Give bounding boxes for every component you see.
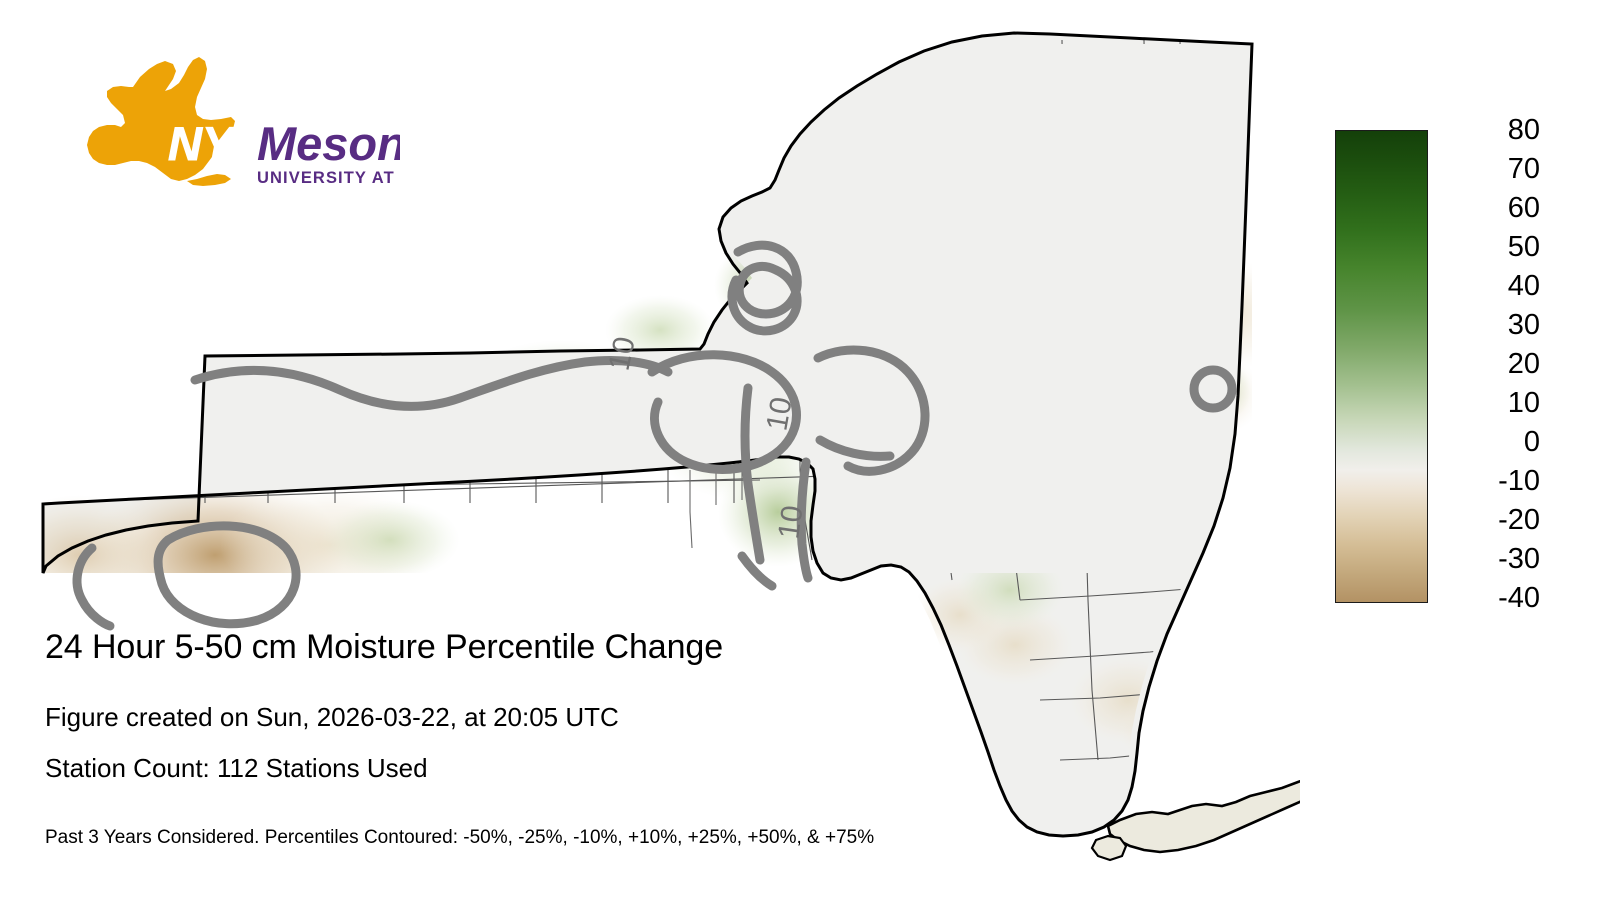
nys-mesonet-logo: NYS Mesonet UNIVERSITY AT ALBANY <box>45 55 400 190</box>
moisture-percentile-change-colorbar[interactable]: 80 70 60 50 40 30 20 10 0 -10 -20 -30 -4… <box>1335 116 1585 613</box>
colorbar-tick: 60 <box>1507 192 1540 224</box>
contour-line <box>737 551 777 591</box>
contour-label-10: 10 <box>760 395 798 434</box>
contour-line <box>727 240 802 336</box>
colorbar-tick-labels: 80 70 60 50 40 30 20 10 0 -10 -20 -30 -4… <box>1430 116 1575 613</box>
colorbar-tick: 80 <box>1507 114 1540 146</box>
long-island-shape <box>1106 779 1300 854</box>
colorbar-tick: -20 <box>1498 504 1540 536</box>
contour-line <box>740 383 765 565</box>
colorbar-tick: -10 <box>1498 465 1540 497</box>
contour-labels-layer: 10 10 10 <box>603 334 810 541</box>
colorbar-tick: 70 <box>1507 153 1540 185</box>
contour-line <box>190 356 673 411</box>
contour-line <box>813 345 930 476</box>
long-island-silhouette-icon <box>187 174 231 186</box>
long-island-layer <box>1090 779 1300 862</box>
contour-label-10: 10 <box>772 503 809 541</box>
logo-svg: NYS Mesonet UNIVERSITY AT ALBANY <box>87 57 400 187</box>
colorbar-tick: 20 <box>1507 348 1540 380</box>
contour-line <box>796 457 813 583</box>
contour-footnote: Past 3 Years Considered. Percentiles Con… <box>45 827 875 848</box>
colorbar-tick: -30 <box>1498 543 1540 575</box>
colorbar-tick: 30 <box>1507 309 1540 341</box>
colorbar-tick: 50 <box>1507 231 1540 263</box>
logo-tagline-text: UNIVERSITY AT ALBANY <box>257 169 400 187</box>
figure-created-timestamp: Figure created on Sun, 2026-03-22, at 20… <box>45 702 619 732</box>
contour-line <box>647 350 801 474</box>
colorbar-gradient[interactable] <box>1335 130 1428 603</box>
colorbar-tick: 10 <box>1507 387 1540 419</box>
contour-line <box>815 435 895 461</box>
logo-nys-text: NYS <box>168 117 265 170</box>
map-svg: 10 10 10 <box>41 31 1300 862</box>
colorbar-tick: 0 <box>1523 426 1540 458</box>
station-count-text: Station Count: 112 Stations Used <box>45 753 428 783</box>
ny-state-silhouette-icon <box>87 57 235 181</box>
new-york-state-moisture-map: 10 10 10 <box>41 31 1300 862</box>
contour-label-10: 10 <box>603 334 642 374</box>
logo-mesonet-text: Mesonet <box>257 117 400 170</box>
staten-island-shape <box>1090 834 1128 862</box>
contour-line <box>153 521 301 629</box>
page-title: 24 Hour 5-50 cm Moisture Percentile Chan… <box>45 628 724 666</box>
colorbar-tick: -40 <box>1498 582 1540 614</box>
field-blob-green <box>605 295 715 365</box>
contour-line <box>72 543 115 631</box>
field-blob-green <box>320 500 460 580</box>
contour-lines-layer <box>72 240 1237 631</box>
colorbar-tick: 40 <box>1507 270 1540 302</box>
contour-line <box>1189 365 1237 413</box>
